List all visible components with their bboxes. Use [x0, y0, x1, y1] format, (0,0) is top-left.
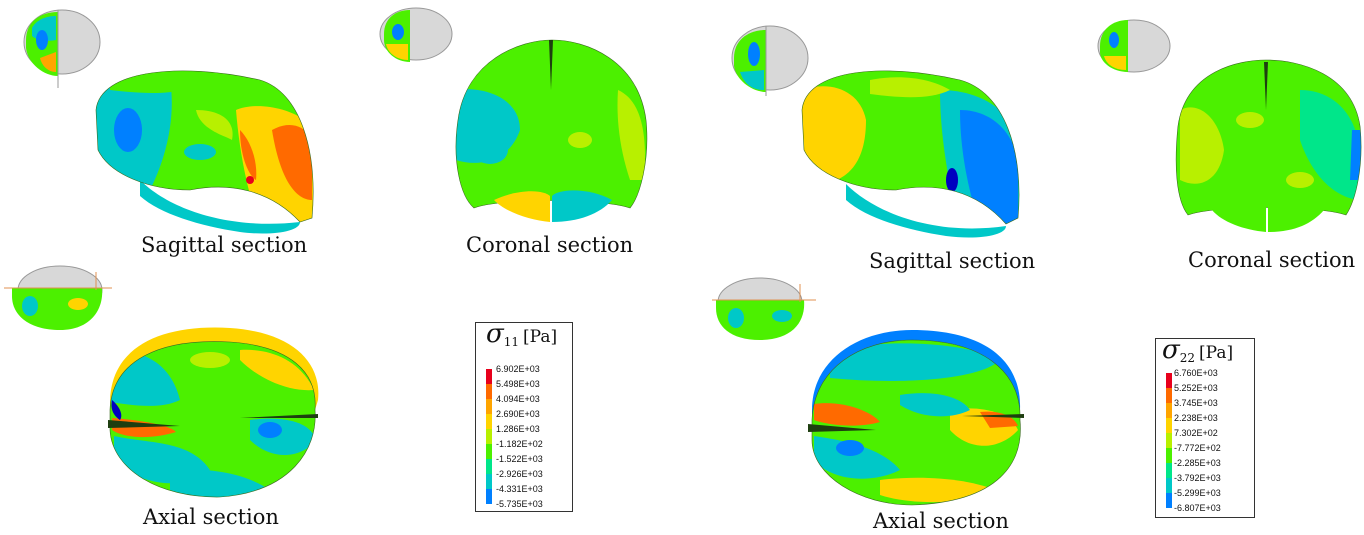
legend-value: -5.299E+03	[1174, 488, 1221, 498]
legend-color-swatch	[1166, 448, 1172, 463]
inset-brain-axial-left	[4, 265, 112, 330]
legend-title-left: σ11 [Pa]	[486, 319, 557, 349]
legend-value: 1.286E+03	[496, 424, 540, 434]
legend-color-swatch	[486, 369, 492, 384]
caption-sagittal-left: Sagittal section	[141, 233, 308, 257]
legend-color-swatch	[1166, 463, 1172, 478]
legend-unit: [Pa]	[1199, 343, 1234, 363]
colorbar-legend-left: σ11 [Pa] 6.902E+03 5.498E+03 4.094E+03 2.690…	[475, 319, 573, 512]
legend-color-swatch	[486, 399, 492, 414]
legend-color-swatch	[486, 474, 492, 489]
legend-color-swatch	[1166, 388, 1172, 403]
caption-coronal-left: Coronal section	[466, 233, 634, 257]
legend-value: 2.238E+03	[1174, 413, 1218, 423]
legend-value: 5.252E+03	[1174, 383, 1218, 393]
coronal-section-left	[455, 39, 648, 222]
legend-value: 6.902E+03	[496, 364, 540, 374]
inset-brain-axial-right	[712, 277, 816, 340]
legend-color-swatch	[1166, 433, 1172, 448]
inset-brain-sagittal-right	[731, 25, 809, 96]
legend-value: -1.182E+02	[496, 439, 543, 449]
axial-section-left	[108, 327, 319, 498]
legend-value: 3.745E+03	[1174, 398, 1218, 408]
legend-value: 4.094E+03	[496, 394, 540, 404]
legend-color-swatch	[1166, 373, 1172, 388]
inset-brain-coronal-left	[379, 7, 453, 62]
legend-value: 5.498E+03	[496, 379, 540, 389]
legend-value: -2.285E+03	[1174, 458, 1221, 468]
inset-brain-sagittal-left	[23, 9, 101, 88]
colorbar-legend-right: σ22 [Pa] 6.760E+03 5.252E+03 3.745E+03 2.238…	[1155, 335, 1255, 518]
legend-unit: [Pa]	[523, 327, 558, 347]
legend-color-swatch	[486, 414, 492, 429]
legend-value: -6.807E+03	[1174, 503, 1221, 513]
legend-value: -5.735E+03	[496, 499, 543, 509]
legend-value: -1.522E+03	[496, 454, 543, 464]
legend-color-swatch	[1166, 418, 1172, 433]
legend-subscript: 11	[503, 335, 520, 350]
legend-value: -2.926E+03	[496, 469, 543, 479]
legend-subscript: 22	[1179, 351, 1196, 366]
legend-color-swatch	[486, 459, 492, 474]
caption-axial-right: Axial section	[873, 509, 1009, 533]
legend-symbol: σ	[1162, 335, 1180, 365]
coronal-section-right	[1175, 59, 1362, 232]
legend-value: 7.302E+02	[1174, 428, 1218, 438]
legend-value: -7.772E+02	[1174, 443, 1221, 453]
legend-color-swatch	[486, 429, 492, 444]
legend-color-swatch	[1166, 493, 1172, 508]
legend-value: -4.331E+03	[496, 484, 543, 494]
legend-value: -3.792E+03	[1174, 473, 1221, 483]
caption-coronal-right: Coronal section	[1188, 248, 1356, 272]
legend-color-swatch	[1166, 403, 1172, 418]
legend-value: 6.760E+03	[1174, 368, 1218, 378]
legend-value: 2.690E+03	[496, 409, 540, 419]
sagittal-section-right	[801, 70, 1020, 238]
legend-title-right: σ22 [Pa]	[1162, 335, 1233, 365]
caption-axial-left: Axial section	[143, 505, 279, 529]
caption-sagittal-right: Sagittal section	[869, 249, 1036, 273]
legend-color-swatch	[486, 489, 492, 504]
legend-color-swatch	[1166, 478, 1172, 493]
legend-symbol: σ	[486, 319, 504, 349]
inset-brain-coronal-right	[1097, 19, 1171, 73]
axial-section-right	[808, 330, 1024, 506]
sagittal-section-left	[95, 70, 314, 234]
legend-color-swatch	[486, 444, 492, 459]
legend-color-swatch	[486, 384, 492, 399]
